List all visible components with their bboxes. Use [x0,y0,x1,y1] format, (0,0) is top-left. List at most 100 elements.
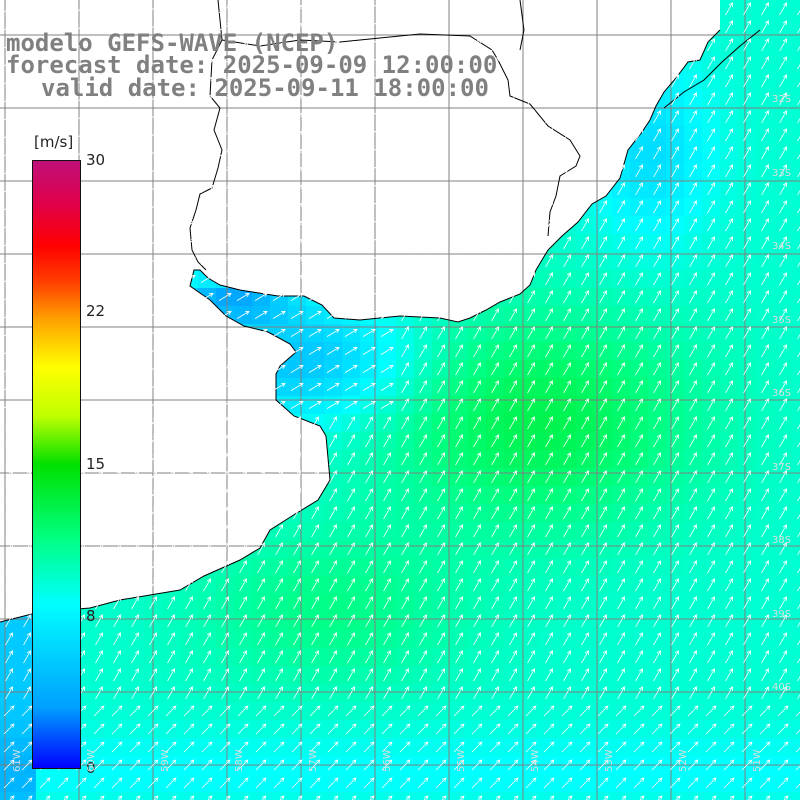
wind-arrow [380,112,394,121]
wind-arrow [617,632,625,646]
wind-arrow [381,741,393,753]
wind-arrow [723,777,735,789]
wind-arrow [293,668,301,682]
wind-arrow [707,596,715,610]
wind-arrow [167,686,175,700]
wind-cell [792,738,800,756]
wind-arrow [545,398,553,412]
wind-arrow [329,488,337,502]
wind-arrow [617,560,625,574]
wind-arrow [437,416,445,430]
wind-arrow [581,110,589,124]
wind-arrow [671,182,679,196]
wind-arrow [311,686,319,700]
wind-cell [792,270,800,288]
wind-arrow [185,668,193,682]
wind-arrow [308,130,322,139]
wind-arrow [401,614,409,628]
wind-arrow [615,741,627,753]
wind-arrow [455,614,463,628]
wind-arrow [743,434,751,448]
wind-arrow [527,182,535,196]
wind-arrow [95,560,103,574]
wind-arrow [401,596,409,610]
wind-arrow [455,470,463,484]
wind-arrow [653,614,661,628]
wind-arrow [473,596,481,610]
wind-arrow [2,364,16,373]
wind-cell [54,792,72,800]
wind-arrow [2,4,16,13]
wind-arrow [236,4,250,13]
wind-arrow [38,58,52,67]
wind-arrow [671,452,679,466]
wind-arrow [326,346,340,355]
wind-arrow [167,416,175,430]
wind-arrow [509,146,517,160]
wind-arrow [675,795,681,800]
wind-arrow [92,22,106,31]
wind-arrow [56,76,70,85]
wind-arrow [599,110,607,124]
wind-arrow [131,650,139,664]
wind-arrow [743,560,751,574]
wind-arrow [254,364,268,373]
wind-arrow [21,723,33,735]
wind-arrow [344,112,358,121]
wind-arrow [383,632,391,646]
wind-arrow [293,560,301,574]
wind-arrow [671,542,679,556]
wind-arrow [365,542,373,556]
wind-arrow [509,362,517,376]
wind-arrow [113,596,121,610]
wind-arrow [308,202,322,211]
land-area [0,0,720,622]
wind-arrow [23,506,31,520]
wind-arrow [383,506,391,520]
colorbar-unit: [m/s] [34,133,74,151]
wind-arrow [779,524,787,538]
wind-arrow [290,274,304,283]
wind-arrow [761,542,769,556]
wind-arrow [563,308,571,322]
wind-arrow [221,524,229,538]
wind-arrow [545,542,553,556]
wind-arrow [635,218,643,232]
wind-arrow [437,200,445,214]
wind-arrow [20,94,34,103]
wind-arrow [455,416,463,430]
wind-arrow [110,310,124,319]
wind-arrow [797,171,800,178]
wind-arrow [218,76,232,85]
wind-arrow [131,470,139,484]
wind-arrow [455,380,463,394]
wind-arrow [687,705,699,717]
wind-arrow [93,777,105,789]
wind-arrow [329,578,337,592]
wind-arrow [131,596,139,610]
wind-arrow [725,560,733,574]
wind-arrow [380,94,394,103]
wind-arrow [203,686,211,700]
wind-arrow [221,560,229,574]
wind-arrow [401,254,409,268]
wind-arrow [146,22,160,31]
wind-arrow [599,326,607,340]
wind-arrow [509,236,517,250]
wind-arrow [419,506,427,520]
wind-arrow [5,488,13,502]
wind-arrow [92,130,106,139]
wind-arrow [2,130,16,139]
wind-arrow [545,452,553,466]
wind-arrow [272,328,286,337]
wind-arrow [200,310,214,319]
wind-arrow [527,164,535,178]
wind-arrow [599,290,607,304]
wind-arrow [329,596,337,610]
wind-arrow [290,58,304,67]
wind-arrow [473,92,481,106]
wind-arrow [329,524,337,538]
wind-arrow [581,56,589,70]
wind-arrow [509,2,517,16]
